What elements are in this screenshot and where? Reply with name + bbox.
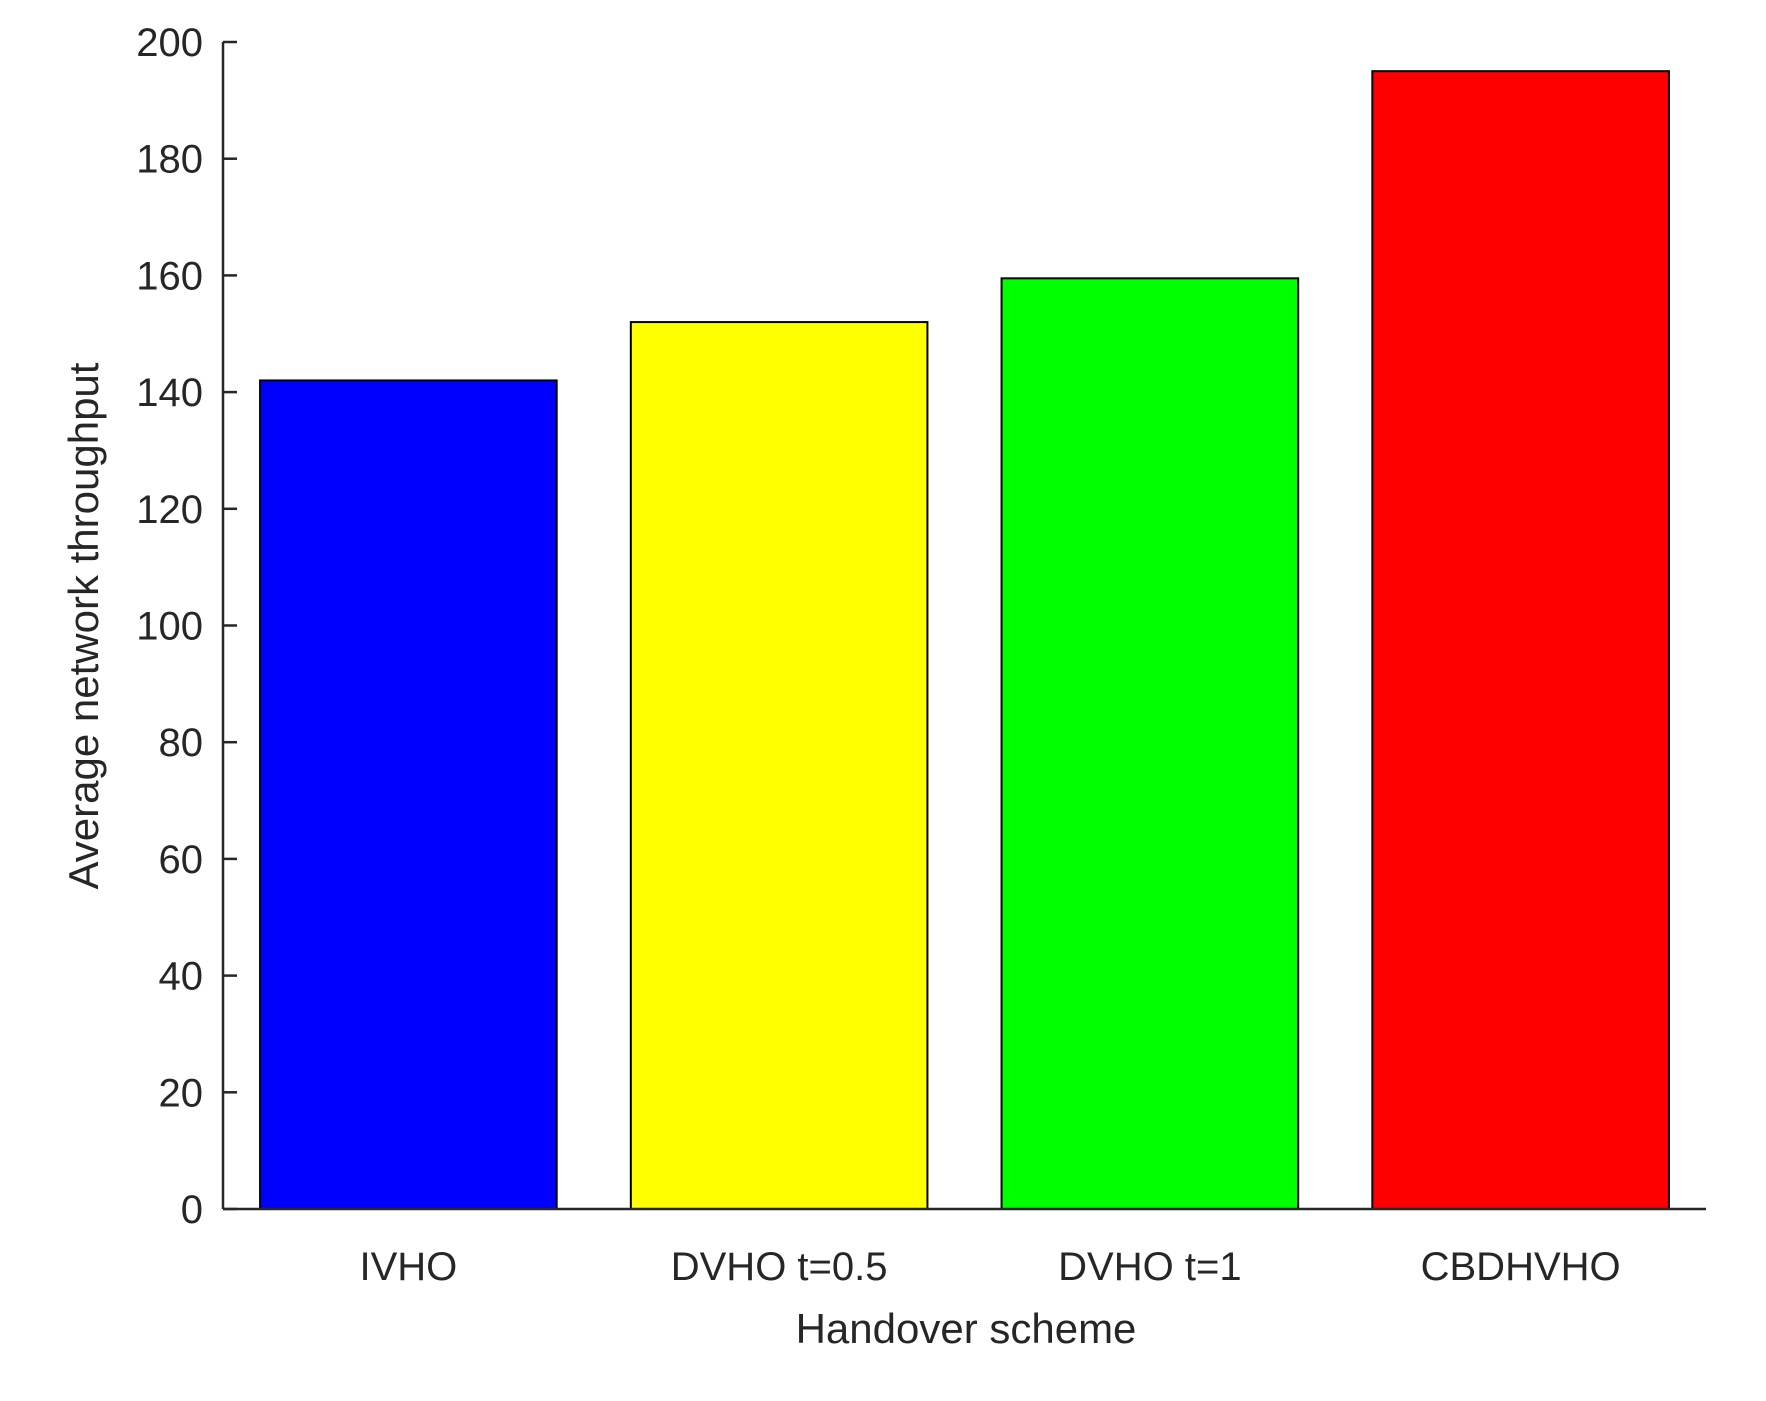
x-axis-title: Handover scheme [796,1305,1137,1352]
y-tick-label: 40 [159,955,204,999]
bar-dvho-t-0-5 [629,321,929,1210]
y-ticks: 0 20 40 60 80 100 120 140 160 180 200 [136,21,237,1232]
y-axis-title: Average network throughput [60,362,107,889]
y-tick-label: 180 [136,138,203,182]
bar-cbdhvho [1371,70,1670,1210]
x-tick-label: DVHO t=1 [1058,1245,1241,1289]
x-tick-label: CBDHVHO [1421,1245,1621,1289]
y-tick-label: 60 [159,838,204,882]
y-tick-label: 80 [159,721,204,765]
y-tick-label: 0 [181,1188,203,1232]
bars-layer [259,70,1670,1210]
y-tick-label: 100 [136,605,203,649]
y-tick-label: 160 [136,254,203,298]
x-tick-label: DVHO t=0.5 [671,1245,888,1289]
bar-dvho-t-1 [1000,277,1300,1210]
y-tick-label: 120 [136,488,203,532]
y-tick-label: 20 [159,1071,204,1115]
bar-ivho [259,379,558,1210]
x-ticks: IVHO DVHO t=0.5 DVHO t=1 CBDHVHO [359,1245,1620,1289]
x-tick-label: IVHO [359,1245,457,1289]
y-tick-label: 140 [136,371,203,415]
y-tick-label: 200 [136,21,203,65]
